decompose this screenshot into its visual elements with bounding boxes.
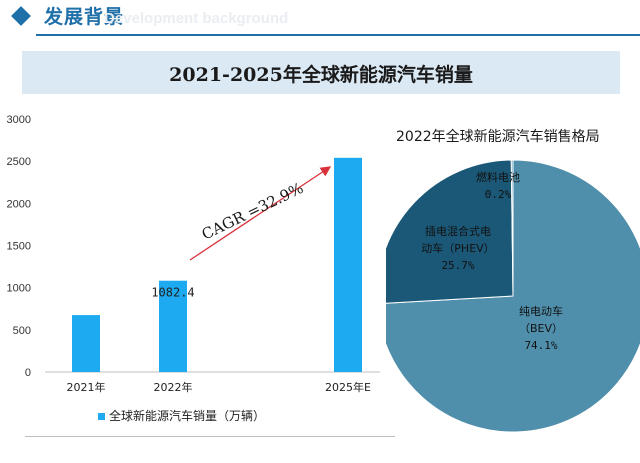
y-tick-label: 2500 — [7, 156, 31, 168]
pie-slice-value: 0.2% — [485, 188, 512, 201]
y-tick-label: 2000 — [7, 198, 31, 210]
legend-label: 全球新能源汽车销量（万辆） — [109, 409, 266, 423]
diamond-icon — [11, 6, 31, 26]
pie-slice-label: 燃料电池 — [476, 170, 520, 184]
x-tick-label: 2025年E — [325, 380, 371, 394]
pie-slice-label: 纯电动车 — [519, 304, 563, 318]
y-tick-label: 0 — [25, 367, 31, 379]
y-tick-label: 3000 — [7, 114, 31, 126]
y-tick-label: 500 — [13, 325, 31, 337]
pie-slice-label: 插电混合式电 — [425, 224, 491, 238]
pie-slice-value: 74.1% — [524, 339, 557, 352]
pie-slice-value: 25.7% — [441, 259, 474, 272]
bar-chart-title: 2021-2025年全球新能源汽车销量 — [169, 64, 473, 86]
header-rule — [36, 34, 640, 36]
cagr-arrow — [189, 166, 332, 261]
y-tick-label: 1000 — [7, 283, 31, 295]
bar-2 — [159, 280, 187, 372]
pie-slice-3 — [510, 159, 514, 297]
bar-3 — [334, 157, 362, 372]
bar-1 — [72, 315, 100, 372]
section-header: 发展背景 Development background — [0, 0, 640, 38]
y-tick-label: 1500 — [7, 241, 31, 253]
pie-slice-label: （BEV） — [519, 322, 563, 335]
sales-bar-chart: 0 500 1000 1500 2000 2500 3000 2021年 2022年 1082.4… — [7, 114, 380, 394]
chart-title-banner: 2021-2025年全球新能源汽车销量 — [22, 51, 620, 94]
section-title: 发展背景 — [44, 6, 125, 28]
section-subtitle: Development background — [104, 10, 289, 27]
x-tick-label: 2021年 — [67, 380, 106, 394]
pie-chart-title: 2022年全球新能源汽车销售格局 — [396, 129, 600, 145]
x-tick-label: 2022年 — [154, 380, 193, 394]
legend-swatch — [98, 413, 105, 420]
bar-legend: 全球新能源汽车销量（万辆） — [98, 407, 265, 424]
divider — [25, 436, 395, 437]
pie-slice-2 — [386, 159, 514, 304]
cagr-annotation: CAGR =32.9% — [199, 179, 306, 244]
bar-data-label: 1082.4 — [151, 286, 194, 300]
pie-slice-label: 动车（PHEV） — [421, 241, 494, 255]
